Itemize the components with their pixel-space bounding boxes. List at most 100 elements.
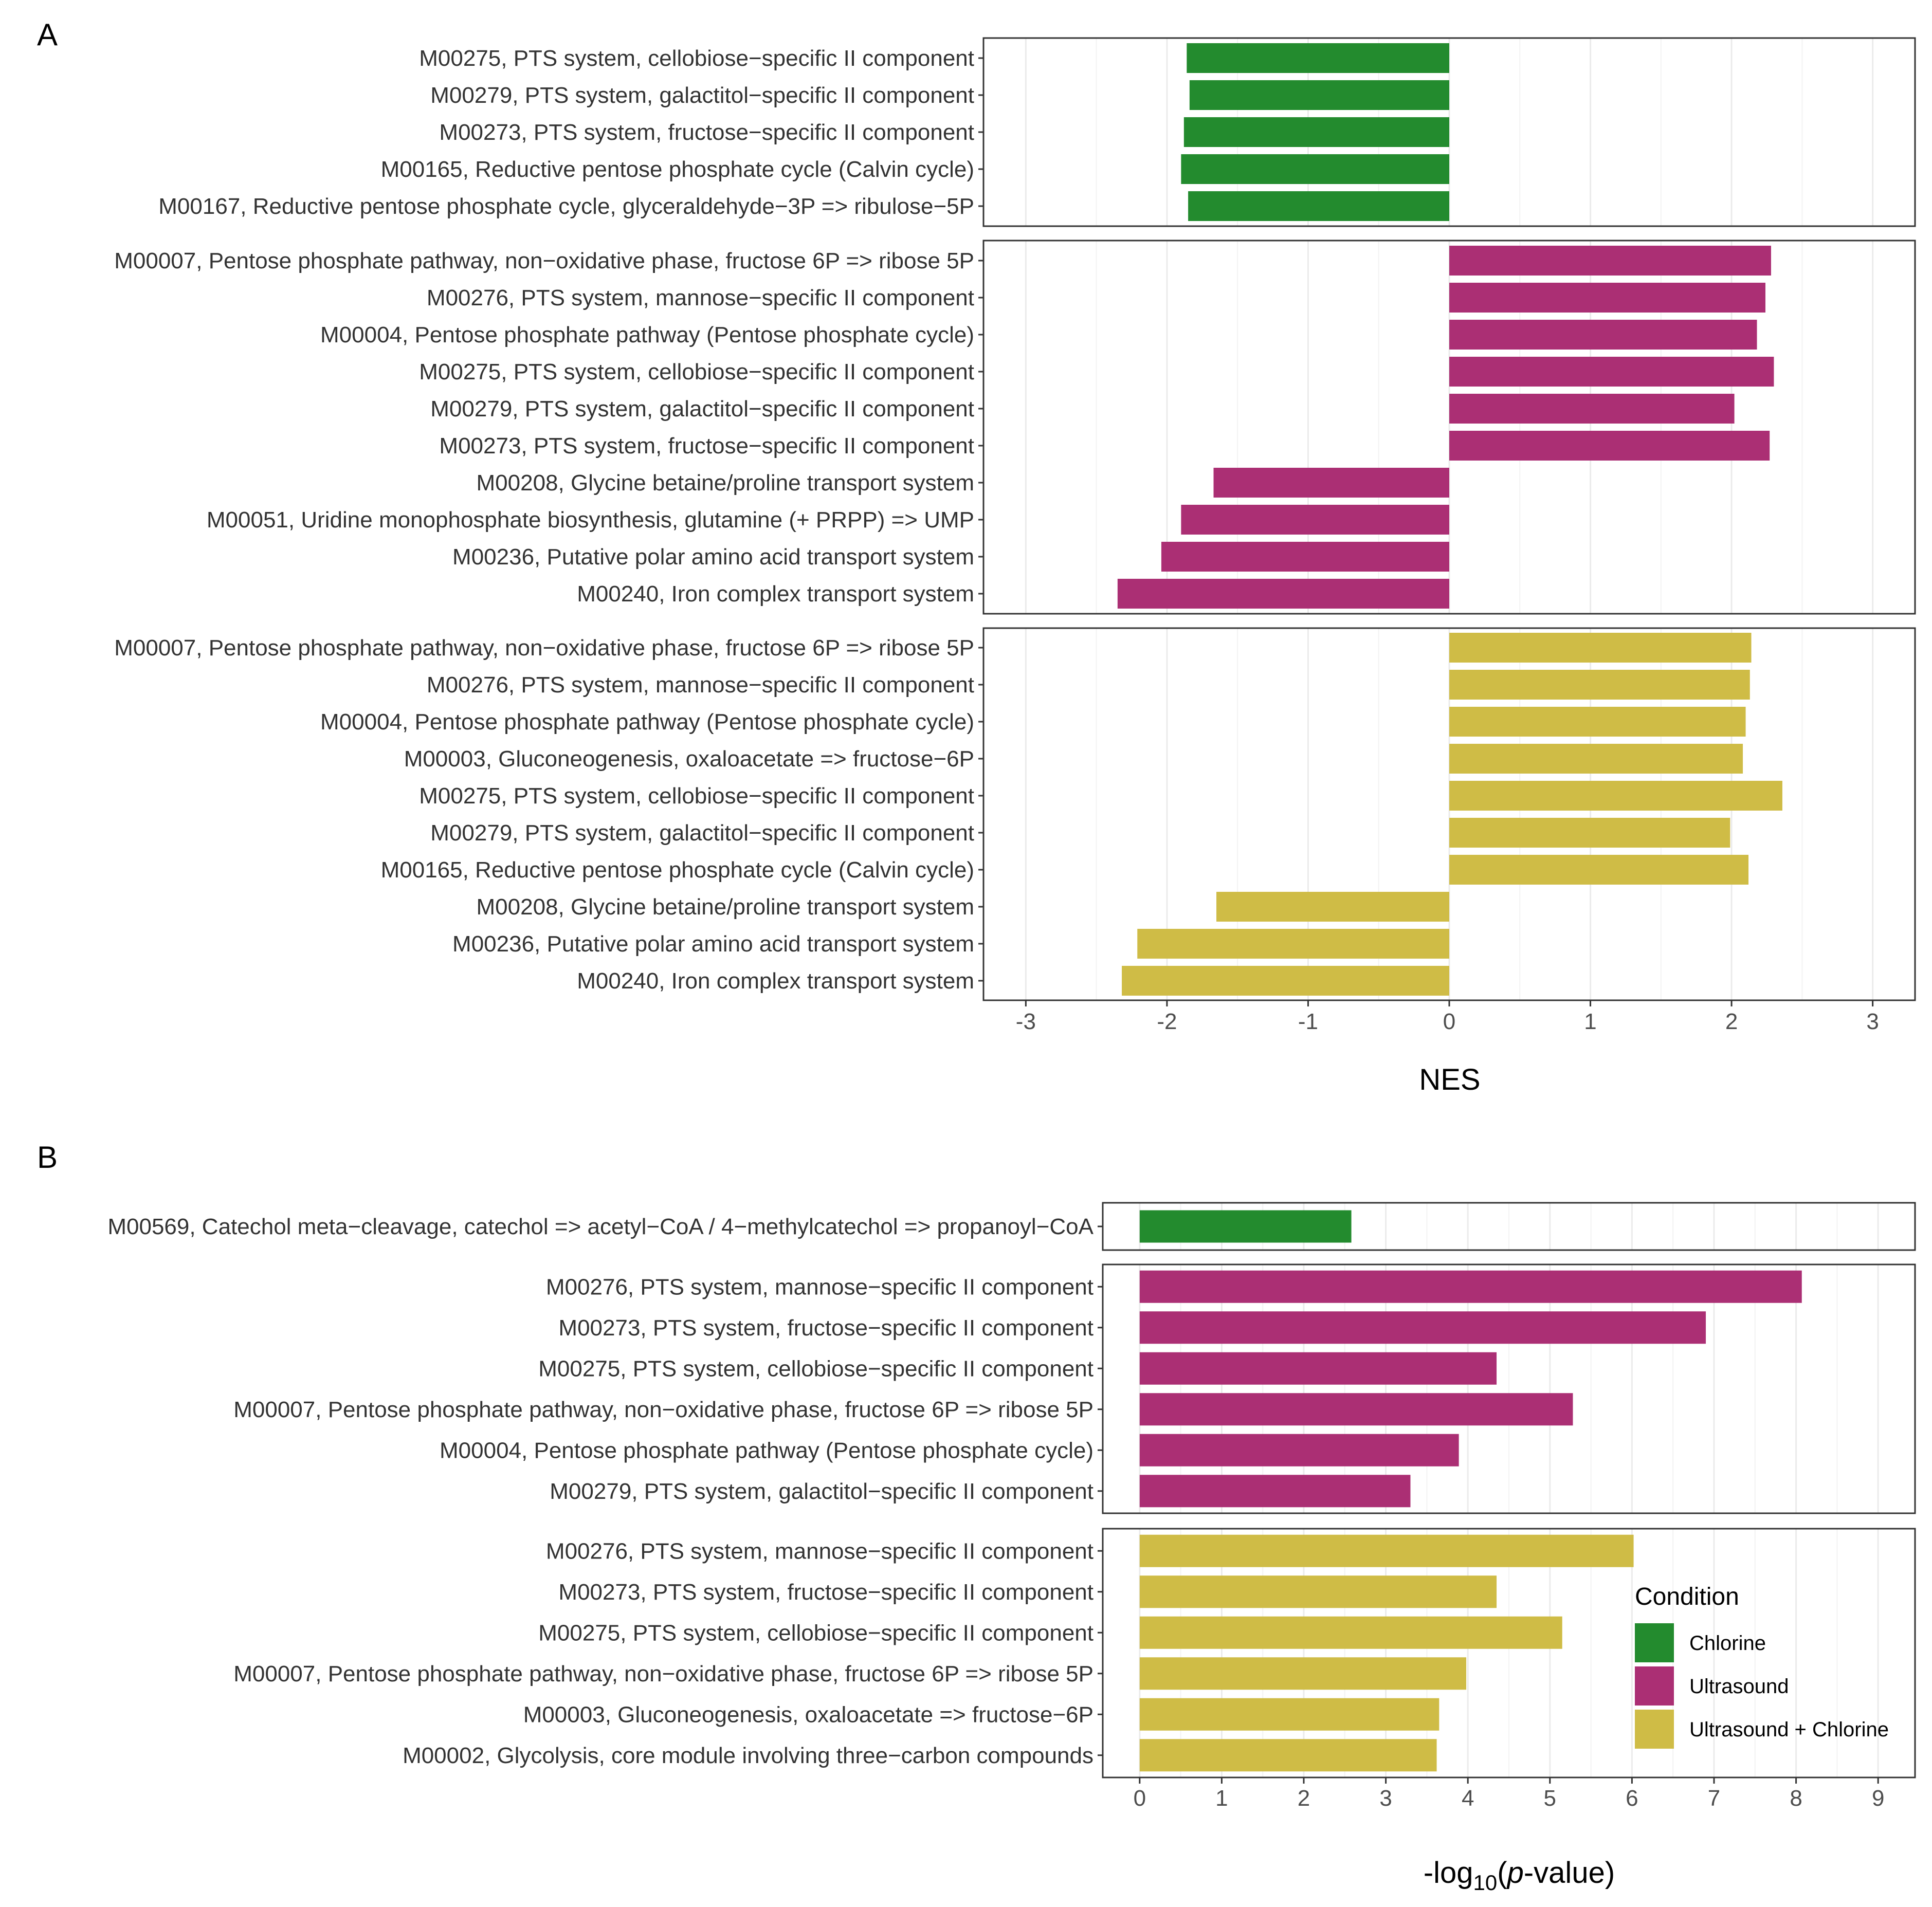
category-label: M00569, Catechol meta−cleavage, catechol…: [107, 1214, 1093, 1239]
x-axis-title: NES: [1419, 1063, 1480, 1096]
panel-b: B M00569, Catechol meta−cleavage, catecho…: [37, 1140, 1916, 1895]
bar: [1139, 1434, 1459, 1466]
legend-label: Ultrasound + Chlorine: [1689, 1718, 1889, 1741]
category-label: M00051, Uridine monophosphate biosynthes…: [207, 507, 974, 533]
bar: [1449, 394, 1735, 424]
facet-border: [1102, 1202, 1916, 1251]
bar: [1449, 855, 1749, 885]
bar: [1117, 579, 1449, 609]
bar: [1139, 1475, 1411, 1508]
bar: [1216, 892, 1449, 922]
bar: [1139, 1311, 1706, 1344]
category-label: M00279, PTS system, galactitol−specific …: [430, 396, 974, 421]
bar: [1122, 966, 1449, 996]
bar: [1449, 744, 1743, 774]
bar: [1139, 1352, 1497, 1385]
bar: [1139, 1210, 1352, 1243]
x-tick-label: 3: [1379, 1786, 1392, 1811]
category-label: M00279, PTS system, galactitol−specific …: [550, 1479, 1093, 1504]
x-tick-label: 1: [1584, 1009, 1596, 1034]
bar: [1449, 246, 1771, 276]
category-label: M00276, PTS system, mannose−specific II …: [427, 285, 974, 310]
bar: [1187, 43, 1449, 73]
bar: [1139, 1393, 1573, 1426]
x-tick-label: 5: [1544, 1786, 1556, 1811]
bar: [1449, 320, 1757, 350]
category-label: M00165, Reductive pentose phosphate cycl…: [381, 857, 974, 883]
facet-border: [1102, 1528, 1916, 1778]
x-tick-label: 2: [1298, 1786, 1310, 1811]
category-label: M00240, Iron complex transport system: [577, 968, 974, 994]
facet-ultrasound: M00276, PTS system, mannose−specific II …: [233, 1263, 1916, 1514]
category-label: M00273, PTS system, fructose−specific II…: [558, 1580, 1093, 1605]
category-label: M00165, Reductive pentose phosphate cycl…: [381, 157, 974, 182]
category-label: M00236, Putative polar amino acid transp…: [452, 931, 974, 957]
category-label: M00276, PTS system, mannose−specific II …: [427, 672, 974, 698]
bar: [1213, 468, 1449, 498]
facet-ultrasound: M00007, Pentose phosphate pathway, non−o…: [114, 240, 1916, 615]
facet-border: [1102, 1263, 1916, 1514]
bar: [1449, 357, 1774, 387]
category-label: M00167, Reductive pentose phosphate cycl…: [158, 194, 974, 219]
legend-swatch: [1635, 1710, 1674, 1749]
category-label: M00004, Pentose phosphate pathway (Pento…: [440, 1438, 1093, 1463]
category-label: M00276, PTS system, mannose−specific II …: [546, 1538, 1093, 1564]
category-label: M00236, Putative polar amino acid transp…: [452, 544, 974, 570]
category-label: M00273, PTS system, fructose−specific II…: [439, 433, 974, 459]
category-label: M00275, PTS system, cellobiose−specific …: [419, 783, 974, 809]
panel-tag: A: [37, 17, 58, 52]
x-tick-label: 7: [1708, 1786, 1720, 1811]
category-label: M00275, PTS system, cellobiose−specific …: [538, 1356, 1093, 1381]
bar: [1189, 80, 1449, 110]
bar: [1449, 818, 1730, 848]
category-label: M00007, Pentose phosphate pathway, non−o…: [114, 248, 974, 273]
bar: [1139, 1739, 1437, 1772]
x-tick-label: -1: [1298, 1009, 1318, 1034]
category-label: M00007, Pentose phosphate pathway, non−o…: [233, 1397, 1093, 1422]
x-tick-label: 2: [1725, 1009, 1738, 1034]
bar: [1449, 283, 1765, 313]
x-axis-title: -log10(p-value): [1424, 1856, 1615, 1895]
category-label: M00240, Iron complex transport system: [577, 581, 974, 607]
bar: [1139, 1575, 1497, 1608]
category-label: M00003, Gluconeogenesis, oxaloacetate =>…: [404, 746, 974, 772]
category-label: M00276, PTS system, mannose−specific II …: [546, 1274, 1093, 1299]
legend-title: Condition: [1635, 1583, 1739, 1610]
x-tick-label: -2: [1157, 1009, 1177, 1034]
x-tick-label: 4: [1462, 1786, 1474, 1811]
facet-chlorine: M00569, Catechol meta−cleavage, catechol…: [107, 1202, 1916, 1251]
category-label: M00003, Gluconeogenesis, oxaloacetate =>…: [523, 1702, 1093, 1727]
category-label: M00208, Glycine betaine/proline transpor…: [477, 894, 975, 920]
bar: [1449, 781, 1782, 811]
category-label: M00275, PTS system, cellobiose−specific …: [419, 359, 974, 384]
category-label: M00002, Glycolysis, core module involvin…: [403, 1743, 1093, 1768]
bar: [1139, 1657, 1467, 1690]
category-label: M00273, PTS system, fructose−specific II…: [439, 120, 974, 145]
legend: Condition Chlorine Ultrasound Ultrasound + …: [1635, 1583, 1889, 1749]
legend-label: Chlorine: [1689, 1632, 1766, 1655]
x-tick-label: 0: [1443, 1009, 1455, 1034]
category-label: M00275, PTS system, cellobiose−specific …: [419, 46, 974, 71]
category-label: M00004, Pentose phosphate pathway (Pento…: [320, 709, 974, 735]
bar: [1183, 117, 1449, 147]
bar: [1449, 707, 1746, 737]
x-tick-label: 6: [1626, 1786, 1638, 1811]
bar: [1139, 1616, 1562, 1649]
x-tick-label: 8: [1790, 1786, 1802, 1811]
x-tick-label: 0: [1134, 1786, 1146, 1811]
x-tick-label: -3: [1016, 1009, 1036, 1034]
legend-label: Ultrasound: [1689, 1675, 1789, 1698]
category-label: M00007, Pentose phosphate pathway, non−o…: [114, 635, 974, 661]
category-label: M00208, Glycine betaine/proline transpor…: [477, 470, 975, 496]
bar: [1161, 542, 1449, 572]
facet-border: [982, 37, 1916, 227]
x-tick-label: 9: [1872, 1786, 1884, 1811]
x-tick-label: 1: [1215, 1786, 1228, 1811]
category-label: M00279, PTS system, galactitol−specific …: [430, 83, 974, 108]
bar: [1139, 1270, 1802, 1303]
bar: [1188, 191, 1449, 221]
x-tick-label: 3: [1866, 1009, 1879, 1034]
category-label: M00279, PTS system, galactitol−specific …: [430, 820, 974, 846]
facet-ultrasound-chlorine: M00276, PTS system, mannose−specific II …: [233, 1528, 1916, 1778]
